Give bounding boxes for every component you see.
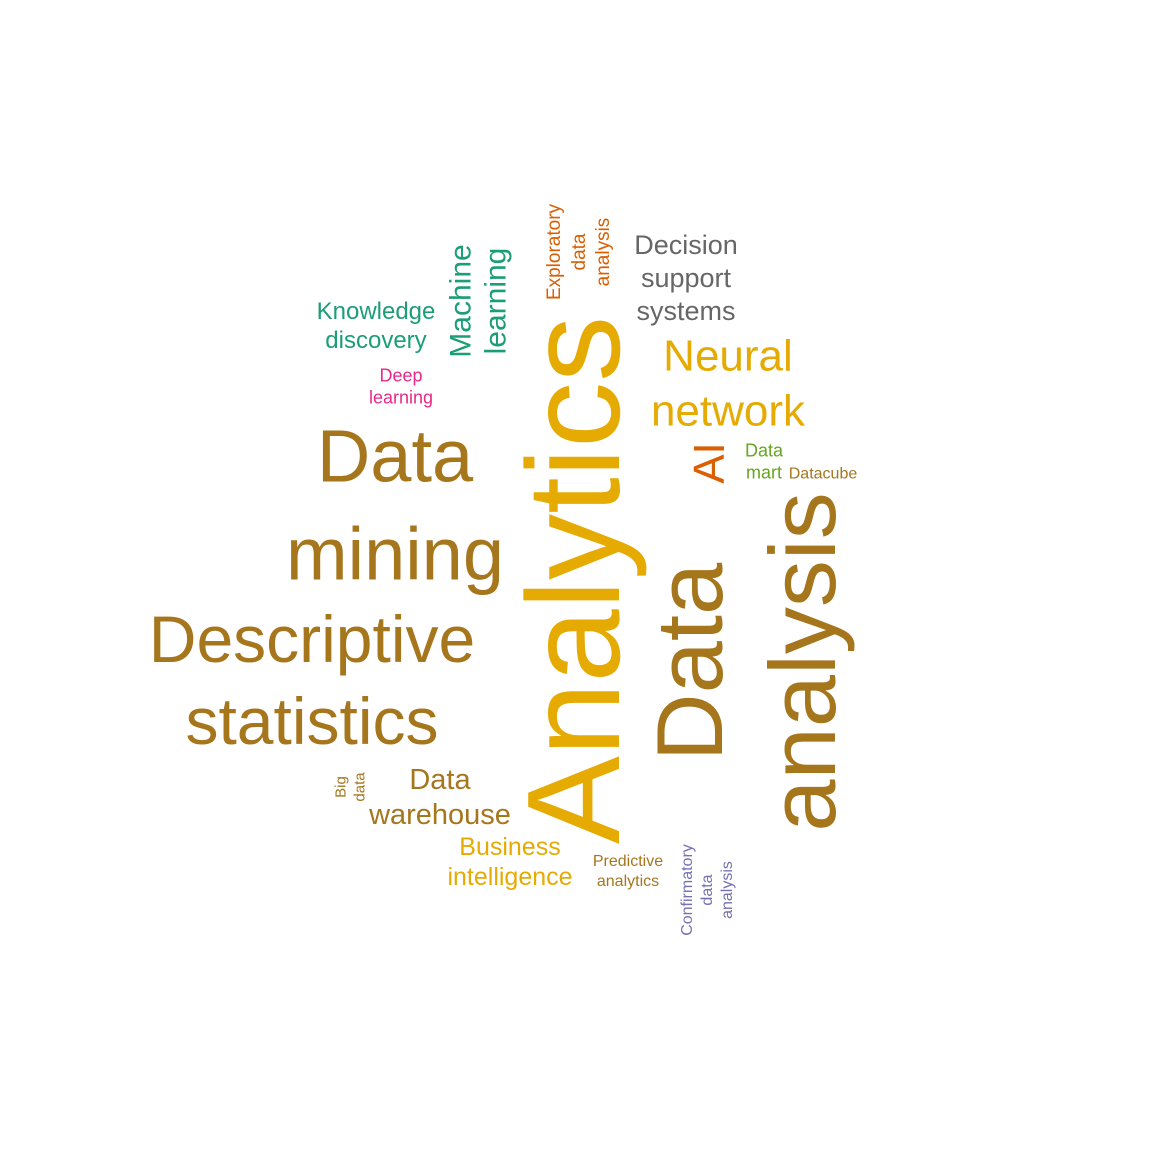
word-line: Business — [459, 833, 561, 861]
word-line: warehouse — [369, 799, 511, 831]
word-business-intelligence: Business intelligence — [447, 832, 572, 892]
word-ai: AI — [685, 442, 734, 484]
word-line: learning — [368, 387, 434, 407]
word-line: Analytics — [500, 315, 647, 845]
word-line: learning — [480, 247, 513, 355]
word-line: analysis — [593, 217, 615, 287]
word-line: Exploratory — [543, 203, 565, 301]
word-line: discovery — [325, 327, 427, 354]
word-line: Knowledge — [316, 298, 436, 326]
word-line: Predictive — [592, 853, 664, 870]
word-neural-network: Neural network — [651, 329, 805, 438]
word-line: data — [568, 233, 590, 271]
word-confirmatory-data-analysis: Confirmatory data analysis — [678, 844, 738, 936]
word-big-data: Big data — [332, 772, 370, 801]
word-line: mining — [286, 512, 504, 595]
word-data-analysis: Data analysis — [634, 492, 860, 832]
word-deep-learning: Deep learning — [369, 365, 433, 408]
word-datacube: Datacube — [789, 464, 858, 483]
word-line: Data — [409, 764, 471, 797]
word-line: Data — [744, 440, 784, 461]
word-descriptive-statistics: Descriptive statistics — [149, 599, 475, 763]
word-line: data — [351, 772, 368, 802]
word-line: Datacube — [788, 465, 858, 483]
word-data-mining: Data mining — [286, 407, 504, 602]
word-line: data — [699, 874, 716, 906]
word-line: Confirmatory — [679, 844, 696, 936]
word-machine-learning: Machine learning — [444, 244, 515, 357]
word-knowledge-discovery: Knowledge discovery — [317, 298, 436, 356]
word-line: Machine — [444, 244, 478, 358]
word-line: mart — [746, 462, 782, 482]
word-decision-support-systems: Decision support systems — [634, 229, 738, 329]
word-line: Data — [316, 414, 474, 498]
word-line: analysis — [719, 861, 736, 919]
word-line: statistics — [185, 684, 439, 758]
word-line: Big — [332, 776, 350, 798]
word-data-warehouse: Data warehouse — [369, 763, 511, 833]
word-predictive-analytics: Predictive analytics — [593, 852, 663, 892]
word-line: Neural — [663, 331, 793, 381]
word-line: systems — [636, 296, 736, 327]
word-line: Descriptive — [148, 602, 476, 677]
word-line: support — [640, 263, 732, 294]
word-line: analytics — [596, 873, 660, 890]
word-data-mart: Data mart — [745, 440, 783, 483]
word-exploratory-data-analysis: Exploratory data analysis — [543, 204, 617, 300]
word-analytics: Analytics — [500, 315, 647, 845]
word-line: Decision — [634, 230, 738, 261]
word-line: analysis — [750, 492, 855, 832]
word-line: network — [650, 386, 806, 435]
word-line: intelligence — [447, 863, 573, 891]
word-line: Deep — [379, 365, 423, 386]
word-line: AI — [685, 442, 734, 484]
word-line: Data — [637, 562, 743, 762]
